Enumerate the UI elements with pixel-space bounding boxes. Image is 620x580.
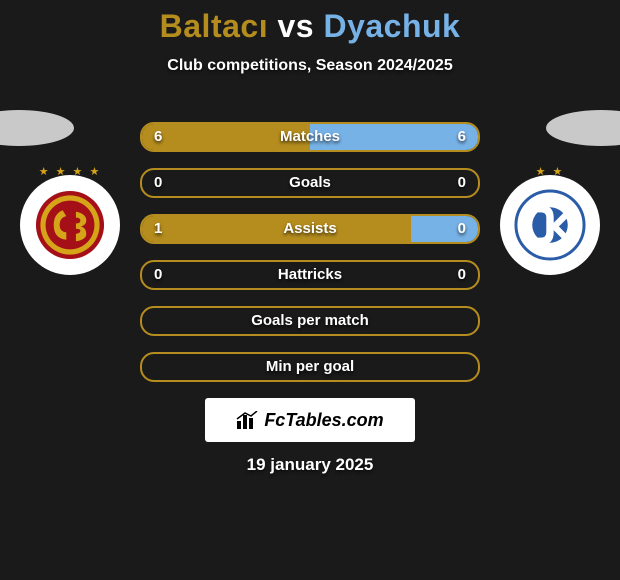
club-badge-right: ★ ★ — [500, 175, 600, 275]
badge-stars-left: ★ ★ ★ ★ — [39, 165, 102, 178]
subtitle-text: Club competitions, Season 2024/2025 — [0, 57, 620, 75]
player-silhouette-left — [0, 110, 74, 146]
stat-row: Hattricks0 0 — [140, 260, 480, 290]
stats-area: Matches66Goals00Assists10Hattricks00Goal… — [140, 122, 480, 398]
stat-row: Goals0 0 — [140, 168, 480, 198]
player-silhouette-right — [546, 110, 620, 146]
stat-row: Min per goal — [140, 352, 480, 382]
stat-label: Assists — [142, 216, 478, 242]
stat-label: Matches — [142, 124, 478, 150]
stat-label: Min per goal — [142, 354, 478, 380]
stat-value-right: 0 — [458, 262, 466, 288]
galatasaray-logo-icon — [33, 188, 107, 262]
stat-value-left: 0 — [154, 262, 162, 288]
stat-row: Assists1 0 — [140, 214, 480, 244]
stat-value-left: 1 — [154, 216, 162, 242]
title-right-player: Dyachuk — [323, 8, 460, 44]
stat-value-left: 0 — [154, 170, 162, 196]
date-text: 19 january 2025 — [0, 455, 620, 475]
fctables-watermark: FcTables.com — [205, 398, 415, 442]
stat-row: Matches6 6 — [140, 122, 480, 152]
fctables-bars-icon — [236, 411, 258, 429]
club-badge-left: ★ ★ ★ ★ — [20, 175, 120, 275]
badge-stars-right: ★ ★ — [536, 165, 565, 178]
comparison-title: Baltacı vs Dyachuk — [0, 0, 620, 45]
stat-value-right: 0 — [458, 216, 466, 242]
stat-label: Goals per match — [142, 308, 478, 334]
title-vs: vs — [268, 8, 323, 44]
stat-value-left: 6 — [154, 124, 162, 150]
stat-label: Hattricks — [142, 262, 478, 288]
title-left-player: Baltacı — [160, 8, 268, 44]
fctables-label: FcTables.com — [264, 410, 383, 431]
stat-value-right: 6 — [458, 124, 466, 150]
stat-label: Goals — [142, 170, 478, 196]
stat-row: Goals per match — [140, 306, 480, 336]
stat-value-right: 0 — [458, 170, 466, 196]
dynamo-kyiv-logo-icon — [513, 188, 587, 262]
